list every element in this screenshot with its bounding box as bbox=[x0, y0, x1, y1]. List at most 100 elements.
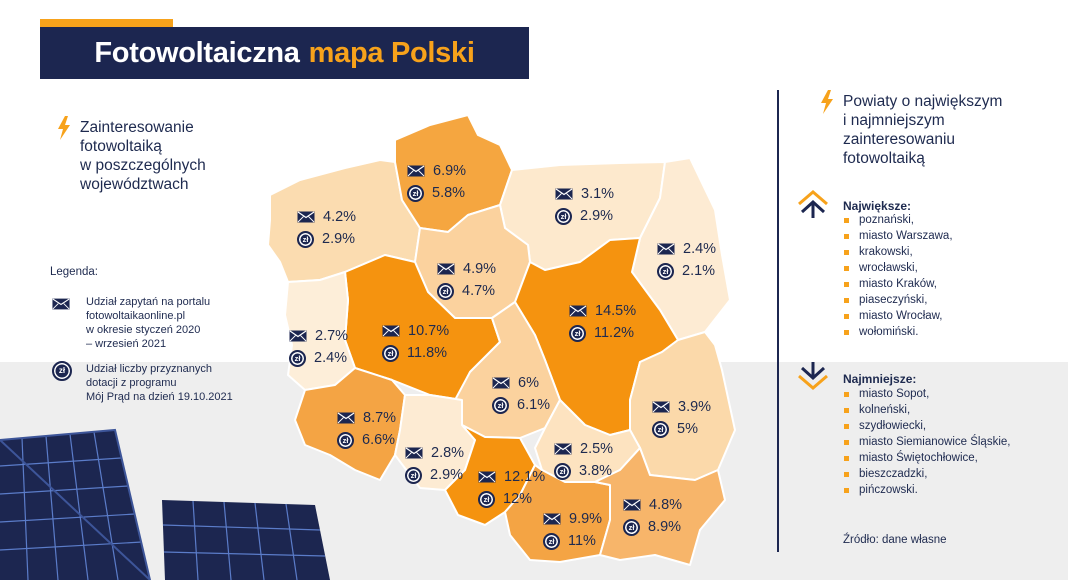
envelope-icon bbox=[289, 330, 307, 342]
smallest-list-item: miasto Świętochłowice, bbox=[843, 450, 1010, 466]
region-label-zachodniopomorskie: 4.2% zł 2.9% bbox=[297, 206, 356, 250]
left-heading-line-1: Zainteresowanie bbox=[80, 119, 194, 136]
envelope-icon bbox=[555, 188, 573, 200]
envelope-icon bbox=[52, 298, 70, 310]
inquiries-value: 10.7% bbox=[408, 323, 450, 339]
largest-list-item: miasto Kraków, bbox=[843, 276, 953, 292]
subsidies-value: 11.2% bbox=[594, 325, 635, 341]
chevrons-up-icon bbox=[798, 190, 828, 218]
region-label-podlaskie: 2.4% zł 2.1% bbox=[657, 238, 716, 282]
region-label-wielkopolskie: 10.7% zł 11.8% bbox=[382, 320, 449, 364]
smallest-list-item: szydłowiecki, bbox=[843, 418, 1010, 434]
subsidies-value: 2.9% bbox=[580, 208, 614, 224]
subsidies-value: 12% bbox=[503, 491, 533, 507]
lightning-bolt-icon bbox=[57, 116, 71, 140]
right-heading-line-4: fotowoltaiką bbox=[843, 150, 925, 167]
inquiries-value: 4.2% bbox=[323, 209, 357, 225]
largest-list-item: wrocławski, bbox=[843, 260, 953, 276]
envelope-icon bbox=[405, 447, 423, 459]
title-part-1: Fotowoltaiczna bbox=[94, 36, 300, 69]
subsidies-row: zł 6.1% bbox=[492, 394, 550, 416]
envelope-icon bbox=[297, 211, 315, 223]
smallest-list-item: miasto Siemianowice Śląskie, bbox=[843, 434, 1010, 450]
largest-list: poznański, miasto Warszawa, krakowski, wroc… bbox=[843, 212, 953, 340]
subsidies-value: 11% bbox=[568, 533, 596, 549]
coin-zl-icon: zł bbox=[382, 344, 399, 362]
largest-list-item: poznański, bbox=[843, 212, 953, 228]
right-heading: Powiaty o największym i najmniejszym zai… bbox=[843, 92, 1002, 168]
title-part-2: mapa Polski bbox=[308, 36, 475, 69]
subsidies-row: zł 8.9% bbox=[623, 516, 682, 538]
inquiries-row: 6.9% bbox=[407, 160, 466, 182]
largest-list-item: miasto Warszawa, bbox=[843, 228, 953, 244]
inquiries-value: 14.5% bbox=[595, 303, 637, 319]
inquiries-value: 4.9% bbox=[463, 261, 497, 277]
region-label-opolskie: 2.8% zł 2.9% bbox=[405, 442, 464, 486]
subsidies-row: zł 6.6% bbox=[337, 429, 396, 451]
envelope-icon bbox=[657, 243, 675, 255]
coin-zl-icon: zł bbox=[407, 184, 424, 202]
inquiries-row: 6% bbox=[492, 372, 550, 394]
envelope-icon bbox=[337, 412, 355, 424]
subsidies-row: zł 2.1% bbox=[657, 260, 716, 282]
inquiries-row: 14.5% bbox=[569, 300, 636, 322]
largest-list-item: wołomiński. bbox=[843, 324, 953, 340]
subsidies-value: 3.8% bbox=[579, 463, 613, 479]
inquiries-value: 2.7% bbox=[315, 328, 349, 344]
region-label-mazowieckie: 14.5% zł 11.2% bbox=[569, 300, 636, 344]
envelope-icon bbox=[623, 499, 641, 511]
subsidies-row: zł 3.8% bbox=[554, 460, 613, 482]
left-heading-line-4: województwach bbox=[80, 176, 189, 193]
largest-heading: Największe: bbox=[843, 199, 912, 213]
inquiries-value: 4.8% bbox=[649, 497, 683, 513]
subsidies-row: zł 11% bbox=[543, 530, 602, 552]
largest-list-item: miasto Wrocław, bbox=[843, 308, 953, 324]
envelope-icon bbox=[437, 263, 455, 275]
subsidies-value: 5% bbox=[677, 421, 698, 437]
subsidies-value: 6.6% bbox=[362, 432, 396, 448]
subsidies-row: zł 2.9% bbox=[405, 464, 464, 486]
coin-zl-icon: zł bbox=[555, 207, 572, 225]
subsidies-row: zł 11.2% bbox=[569, 322, 636, 344]
subsidies-value: 5.8% bbox=[432, 185, 466, 201]
subsidies-row: zł 2.9% bbox=[297, 228, 356, 250]
inquiries-row: 2.5% bbox=[554, 438, 613, 460]
region-label-podkarpackie: 4.8% zł 8.9% bbox=[623, 494, 682, 538]
page-title: Fotowoltaiczna mapa Polski bbox=[40, 27, 529, 79]
coin-zl-icon: zł bbox=[289, 349, 306, 367]
region-label-lubelskie: 3.9% zł 5% bbox=[652, 396, 711, 440]
coin-zl-icon: zł bbox=[52, 361, 72, 381]
smallest-list: miasto Sopot, kolneński, szydłowiecki, mias… bbox=[843, 386, 1010, 498]
left-heading-line-2: fotowoltaiką bbox=[80, 138, 162, 155]
right-heading-line-1: Powiaty o największym bbox=[843, 93, 1003, 110]
subsidies-row: zł 4.7% bbox=[437, 280, 496, 302]
inquiries-row: 2.4% bbox=[657, 238, 716, 260]
solar-panel-left bbox=[0, 428, 152, 580]
region-podkarpackie[interactable] bbox=[594, 447, 726, 566]
coin-zl-icon: zł bbox=[492, 396, 509, 414]
legend-item-2-line-3: Mój Prąd na dzień 19.10.2021 bbox=[86, 391, 233, 403]
left-heading-line-3: w poszczególnych bbox=[80, 157, 206, 174]
subsidies-row: zł 2.9% bbox=[555, 205, 614, 227]
inquiries-row: 10.7% bbox=[382, 320, 449, 342]
subsidies-value: 4.7% bbox=[462, 283, 496, 299]
inquiries-row: 2.7% bbox=[289, 325, 348, 347]
region-label-slaskie: 12.1% zł 12% bbox=[478, 466, 545, 510]
coin-zl-icon: zł bbox=[405, 466, 422, 484]
inquiries-row: 3.1% bbox=[555, 183, 614, 205]
subsidies-value: 2.9% bbox=[430, 467, 464, 483]
region-label-malopolskie: 9.9% zł 11% bbox=[543, 508, 602, 552]
inquiries-value: 3.1% bbox=[581, 186, 615, 202]
envelope-icon bbox=[478, 471, 496, 483]
coin-zl-icon: zł bbox=[657, 262, 674, 280]
region-label-dolnoslaskie: 8.7% zł 6.6% bbox=[337, 407, 396, 451]
region-label-kujawsko-pomorskie: 4.9% zł 4.7% bbox=[437, 258, 496, 302]
coin-zl-icon: zł bbox=[437, 282, 454, 300]
subsidies-value: 2.9% bbox=[322, 231, 356, 247]
largest-list-item: piaseczyński, bbox=[843, 292, 953, 308]
legend-item-2-line-2: dotacji z programu bbox=[86, 377, 177, 389]
smallest-heading: Najmniejsze: bbox=[843, 372, 917, 386]
subsidies-row: zł 11.8% bbox=[382, 342, 449, 364]
envelope-icon bbox=[492, 377, 510, 389]
